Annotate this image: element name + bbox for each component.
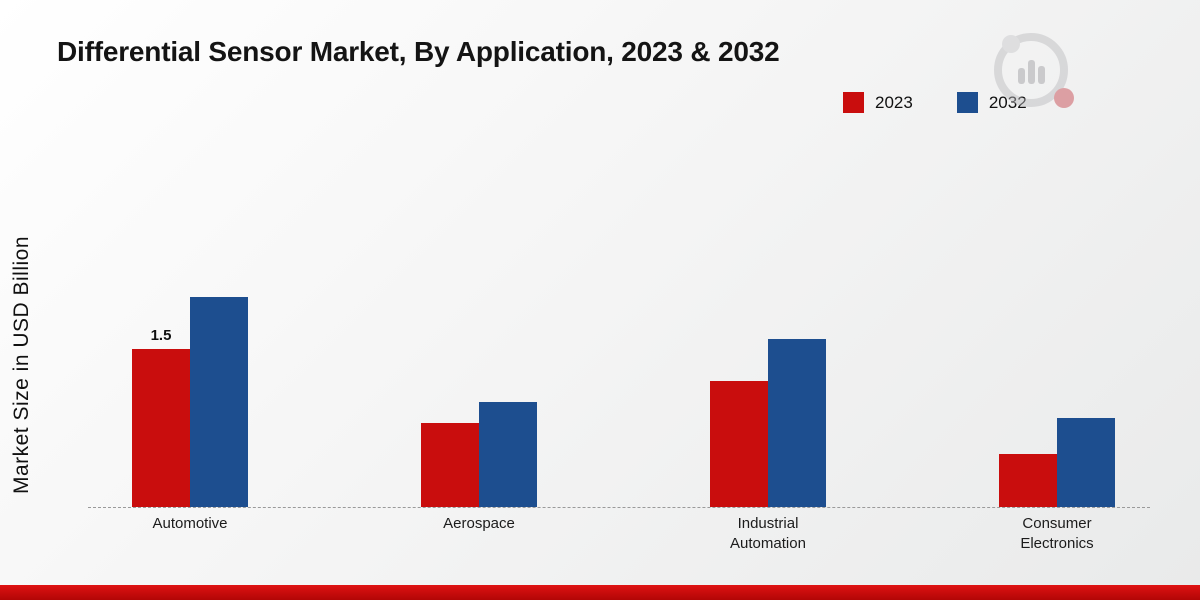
- x-axis-baseline: [88, 507, 1150, 508]
- bar-2023-consumer-electronics: [999, 454, 1057, 507]
- bar-2032-consumer-electronics: [1057, 418, 1115, 507]
- legend-item-2032: 2032: [956, 92, 1027, 113]
- category-label-industrial-automation: Industrial Automation: [730, 515, 806, 553]
- analytics-logo-icon: [985, 28, 1085, 120]
- bar-2023-aerospace: [421, 423, 479, 507]
- footer-accent-bar: [0, 585, 1200, 600]
- bar-value-label: 1.5: [150, 327, 172, 344]
- category-label-automotive: Automotive: [152, 515, 228, 532]
- legend-swatch-2032: [956, 92, 978, 113]
- legend-item-2023: 2023: [843, 92, 913, 113]
- chart-title: Differential Sensor Market, By Applicati…: [57, 36, 780, 67]
- category-label-consumer-electronics: Consumer Electronics: [1020, 515, 1094, 553]
- legend-label-2032: 2032: [988, 92, 1027, 112]
- bar-2032-industrial-automation: [768, 339, 826, 507]
- bar-2023-industrial-automation: [710, 381, 768, 507]
- legend: 2023 2032: [843, 92, 1027, 113]
- bar-2023-automotive: [132, 349, 190, 507]
- category-label-aerospace: Aerospace: [443, 515, 515, 532]
- bar-2032-aerospace: [479, 402, 537, 507]
- legend-label-2023: 2023: [875, 92, 913, 112]
- legend-swatch-2023: [843, 92, 864, 113]
- bar-2032-automotive: [190, 297, 248, 507]
